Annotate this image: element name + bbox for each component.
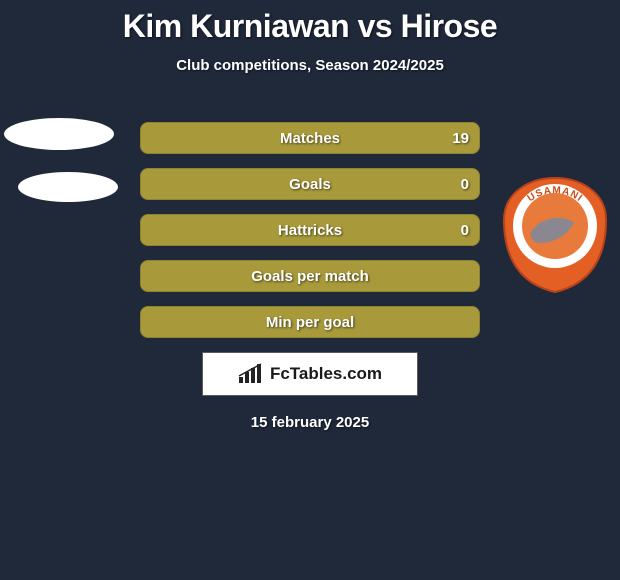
stat-value: 0 bbox=[461, 176, 469, 193]
ellipse-shape bbox=[4, 118, 114, 150]
source-logo-text: FcTables.com bbox=[270, 364, 382, 384]
team-badge: USAMANI bbox=[500, 176, 610, 294]
stat-bar-hattricks: Hattricks 0 bbox=[140, 214, 480, 246]
left-placeholder-shapes bbox=[0, 118, 118, 202]
stat-label: Min per goal bbox=[266, 314, 354, 331]
stat-value: 19 bbox=[452, 130, 469, 147]
stat-label: Goals per match bbox=[251, 268, 369, 285]
stats-bars: Matches 19 Goals 0 Hattricks 0 Goals per… bbox=[140, 122, 480, 431]
stat-bar-min-per-goal: Min per goal bbox=[140, 306, 480, 338]
ellipse-shape bbox=[18, 172, 118, 202]
stat-bar-goals: Goals 0 bbox=[140, 168, 480, 200]
page-subtitle: Club competitions, Season 2024/2025 bbox=[0, 57, 620, 74]
stat-value: 0 bbox=[461, 222, 469, 239]
footer-date: 15 february 2025 bbox=[140, 414, 480, 431]
stat-label: Goals bbox=[289, 176, 331, 193]
bar-chart-icon bbox=[238, 363, 264, 385]
source-logo-box[interactable]: FcTables.com bbox=[202, 352, 418, 396]
stat-bar-matches: Matches 19 bbox=[140, 122, 480, 154]
stat-bar-goals-per-match: Goals per match bbox=[140, 260, 480, 292]
stat-label: Hattricks bbox=[278, 222, 342, 239]
page-title: Kim Kurniawan vs Hirose bbox=[0, 0, 620, 45]
stat-label: Matches bbox=[280, 130, 340, 147]
